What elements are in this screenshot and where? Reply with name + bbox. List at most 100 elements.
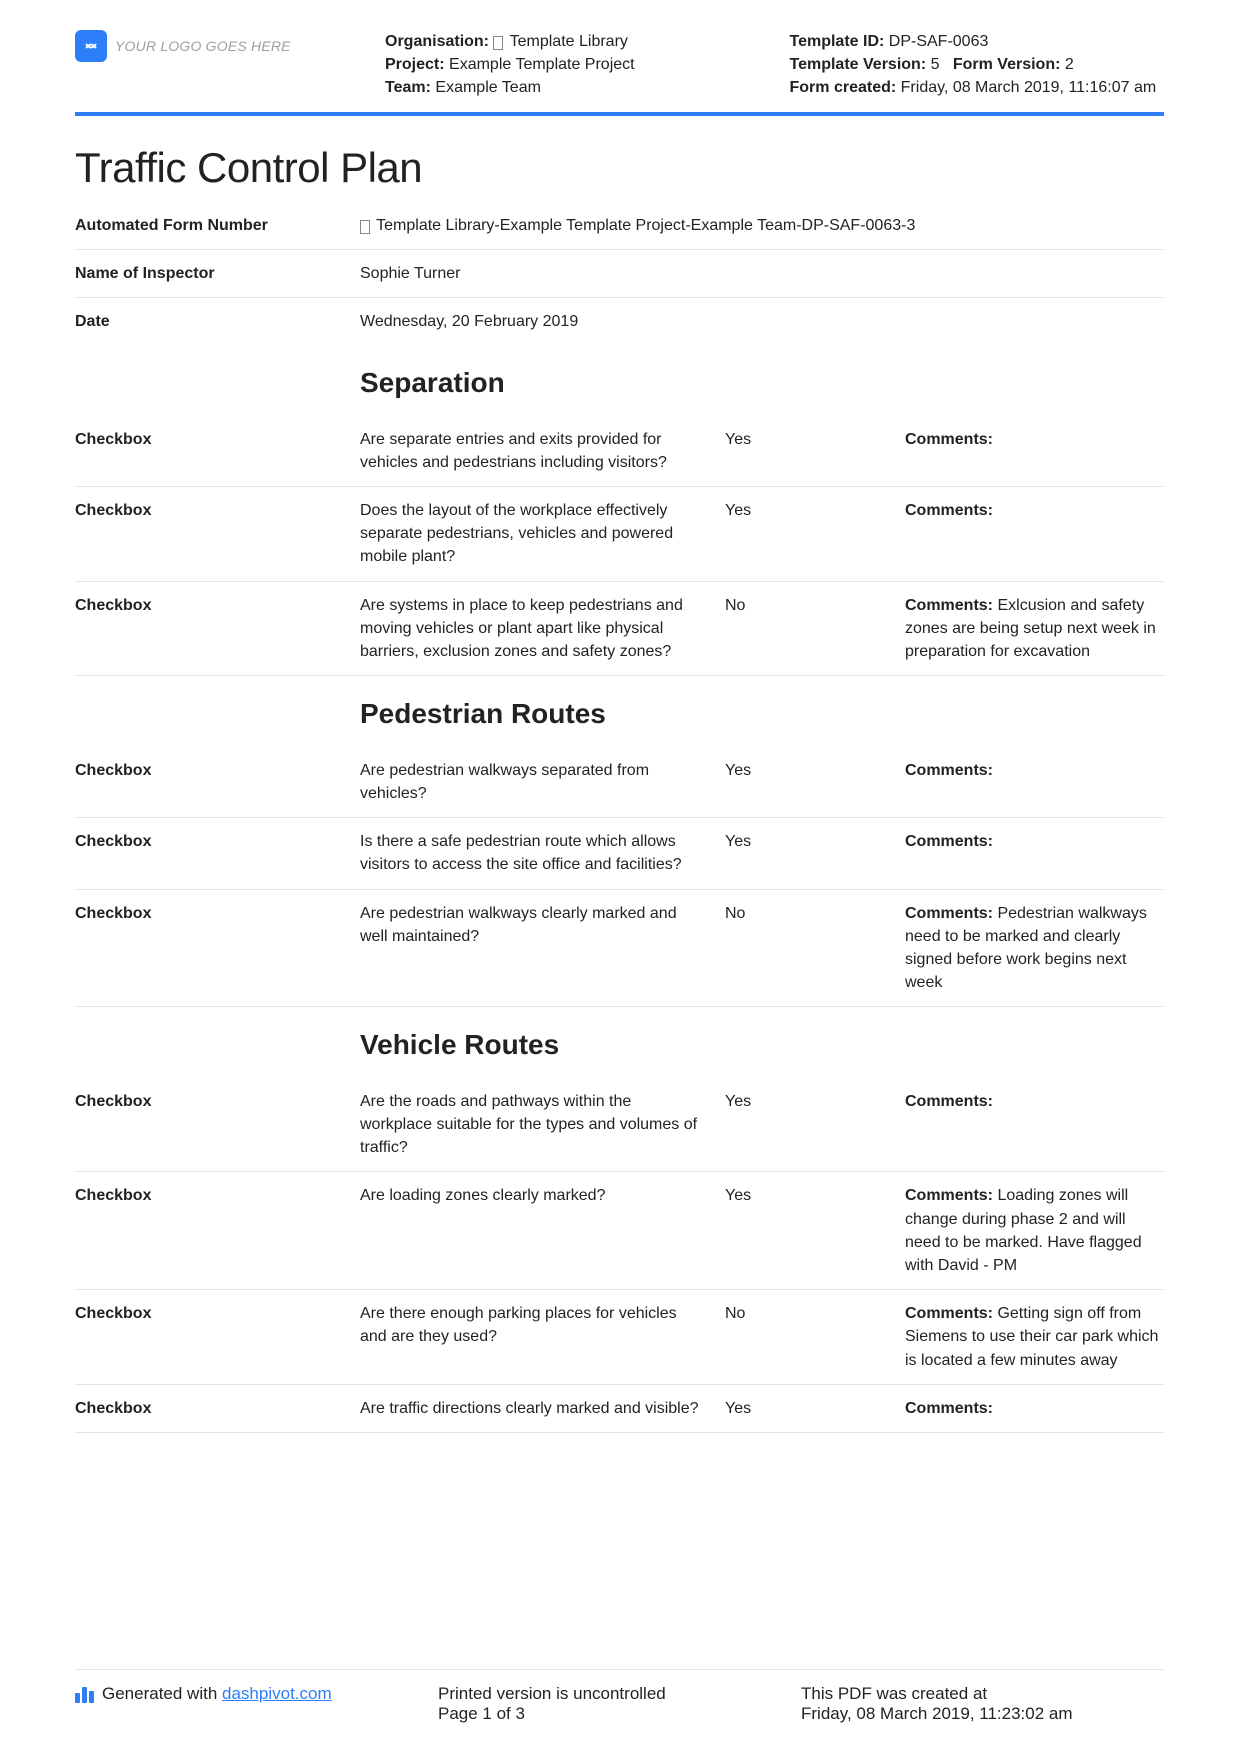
question-type-label: Checkbox (75, 1090, 360, 1113)
comments-cell: Comments: (905, 759, 1164, 782)
question-text: Are systems in place to keep pedestrians… (360, 594, 725, 664)
answer-value: Yes (725, 1397, 905, 1420)
placeholder-glyph-icon (493, 36, 503, 50)
team-value: Example Team (435, 79, 541, 96)
question-row: CheckboxAre separate entries and exits p… (75, 416, 1164, 487)
comments-cell: Comments: Loading zones will change duri… (905, 1184, 1164, 1277)
section: SeparationCheckboxAre separate entries a… (75, 345, 1164, 676)
question-type-label: Checkbox (75, 499, 360, 522)
meta-row-value: Sophie Turner (360, 262, 1164, 285)
comments-cell: Comments: Pedestrian walkways need to be… (905, 902, 1164, 995)
section-heading-col: Pedestrian Routes (360, 688, 1164, 735)
comments-label: Comments: (905, 833, 993, 850)
template-id-value: DP-SAF-0063 (889, 33, 989, 50)
question-type-label: Checkbox (75, 1184, 360, 1207)
question-type-label: Checkbox (75, 830, 360, 853)
question-text: Are separate entries and exits provided … (360, 428, 725, 474)
question-row: CheckboxAre traffic directions clearly m… (75, 1385, 1164, 1433)
project-label: Project: (385, 56, 445, 73)
answer-value: Yes (725, 1184, 905, 1207)
footer-right: This PDF was created at Friday, 08 March… (801, 1684, 1164, 1724)
org-label: Organisation: (385, 33, 489, 50)
answer-value: No (725, 594, 905, 617)
template-version-value: 5 (931, 56, 940, 73)
comments-cell: Comments: (905, 1090, 1164, 1113)
placeholder-glyph-icon (360, 220, 370, 234)
question-row: CheckboxAre pedestrian walkways separate… (75, 747, 1164, 818)
template-version-label: Template Version: (790, 56, 927, 73)
answer-value: Yes (725, 830, 905, 853)
question-type-label: Checkbox (75, 428, 360, 451)
comments-label: Comments: (905, 1093, 993, 1110)
answer-value: Yes (725, 759, 905, 782)
form-created-value: Friday, 08 March 2019, 11:16:07 am (901, 79, 1157, 96)
question-row: CheckboxAre systems in place to keep ped… (75, 582, 1164, 677)
uncontrolled-text: Printed version is uncontrolled (438, 1684, 801, 1704)
question-text: Are pedestrian walkways clearly marked a… (360, 902, 725, 948)
question-row: CheckboxAre pedestrian walkways clearly … (75, 890, 1164, 1008)
header-meta-right: Template ID: DP-SAF-0063 Template Versio… (790, 30, 1165, 100)
answer-value: No (725, 1302, 905, 1325)
answer-value: No (725, 902, 905, 925)
comments-cell: Comments: (905, 428, 1164, 451)
footer-left: Generated with dashpivot.com (75, 1684, 438, 1724)
question-text: Is there a safe pedestrian route which a… (360, 830, 725, 876)
question-text: Are traffic directions clearly marked an… (360, 1397, 725, 1420)
footer: Generated with dashpivot.com Printed ver… (75, 1669, 1164, 1724)
comments-cell: Comments: (905, 1397, 1164, 1420)
project-value: Example Template Project (449, 56, 635, 73)
comments-label: Comments: (905, 502, 993, 519)
dashpivot-link[interactable]: dashpivot.com (222, 1684, 332, 1703)
question-text: Are the roads and pathways within the wo… (360, 1090, 725, 1160)
section-heading-row: Separation (75, 345, 1164, 416)
sections: SeparationCheckboxAre separate entries a… (75, 345, 1164, 1433)
dashpivot-icon (75, 1687, 94, 1703)
question-type-label: Checkbox (75, 1397, 360, 1420)
meta-row: Automated Form Number Template Library-E… (75, 202, 1164, 250)
created-at-value: Friday, 08 March 2019, 11:23:02 am (801, 1704, 1164, 1724)
section-title: Vehicle Routes (360, 1025, 1164, 1066)
question-row: CheckboxDoes the layout of the workplace… (75, 487, 1164, 582)
logo-icon (75, 30, 107, 62)
form-version-label: Form Version: (953, 56, 1061, 73)
comments-cell: Comments: Getting sign off from Siemens … (905, 1302, 1164, 1372)
header-meta-left: Organisation: Template Library Project: … (385, 30, 760, 100)
form-version-value: 2 (1065, 56, 1074, 73)
section: Pedestrian RoutesCheckboxAre pedestrian … (75, 676, 1164, 1007)
template-id-label: Template ID: (790, 33, 885, 50)
section-heading-col: Vehicle Routes (360, 1019, 1164, 1066)
comments-label: Comments: (905, 431, 993, 448)
comments-label: Comments: (905, 1400, 993, 1417)
question-type-label: Checkbox (75, 594, 360, 617)
page-title: Traffic Control Plan (75, 144, 1164, 192)
meta-rows: Automated Form Number Template Library-E… (75, 202, 1164, 346)
question-text: Does the layout of the workplace effecti… (360, 499, 725, 569)
answer-value: Yes (725, 1090, 905, 1113)
meta-row-label: Name of Inspector (75, 262, 360, 285)
meta-row: DateWednesday, 20 February 2019 (75, 298, 1164, 345)
comments-cell: Comments: (905, 499, 1164, 522)
question-row: CheckboxAre the roads and pathways withi… (75, 1078, 1164, 1173)
section: Vehicle RoutesCheckboxAre the roads and … (75, 1007, 1164, 1433)
section-title: Pedestrian Routes (360, 694, 1164, 735)
generated-prefix: Generated with (102, 1684, 222, 1703)
question-row: CheckboxIs there a safe pedestrian route… (75, 818, 1164, 889)
question-row: CheckboxAre there enough parking places … (75, 1290, 1164, 1385)
logo-text: YOUR LOGO GOES HERE (115, 38, 291, 54)
team-label: Team: (385, 79, 431, 96)
question-type-label: Checkbox (75, 759, 360, 782)
section-heading-col: Separation (360, 357, 1164, 404)
comments-label: Comments: (905, 597, 993, 614)
page-number: Page 1 of 3 (438, 1704, 801, 1724)
section-title: Separation (360, 363, 1164, 404)
answer-value: Yes (725, 499, 905, 522)
section-heading-row: Vehicle Routes (75, 1007, 1164, 1078)
question-type-label: Checkbox (75, 902, 360, 925)
question-text: Are loading zones clearly marked? (360, 1184, 725, 1207)
meta-row-value: Template Library-Example Template Projec… (360, 214, 1164, 237)
footer-mid: Printed version is uncontrolled Page 1 o… (438, 1684, 801, 1724)
question-text: Are there enough parking places for vehi… (360, 1302, 725, 1348)
header: YOUR LOGO GOES HERE Organisation: Templa… (75, 30, 1164, 116)
comments-cell: Comments: (905, 830, 1164, 853)
form-created-label: Form created: (790, 79, 897, 96)
